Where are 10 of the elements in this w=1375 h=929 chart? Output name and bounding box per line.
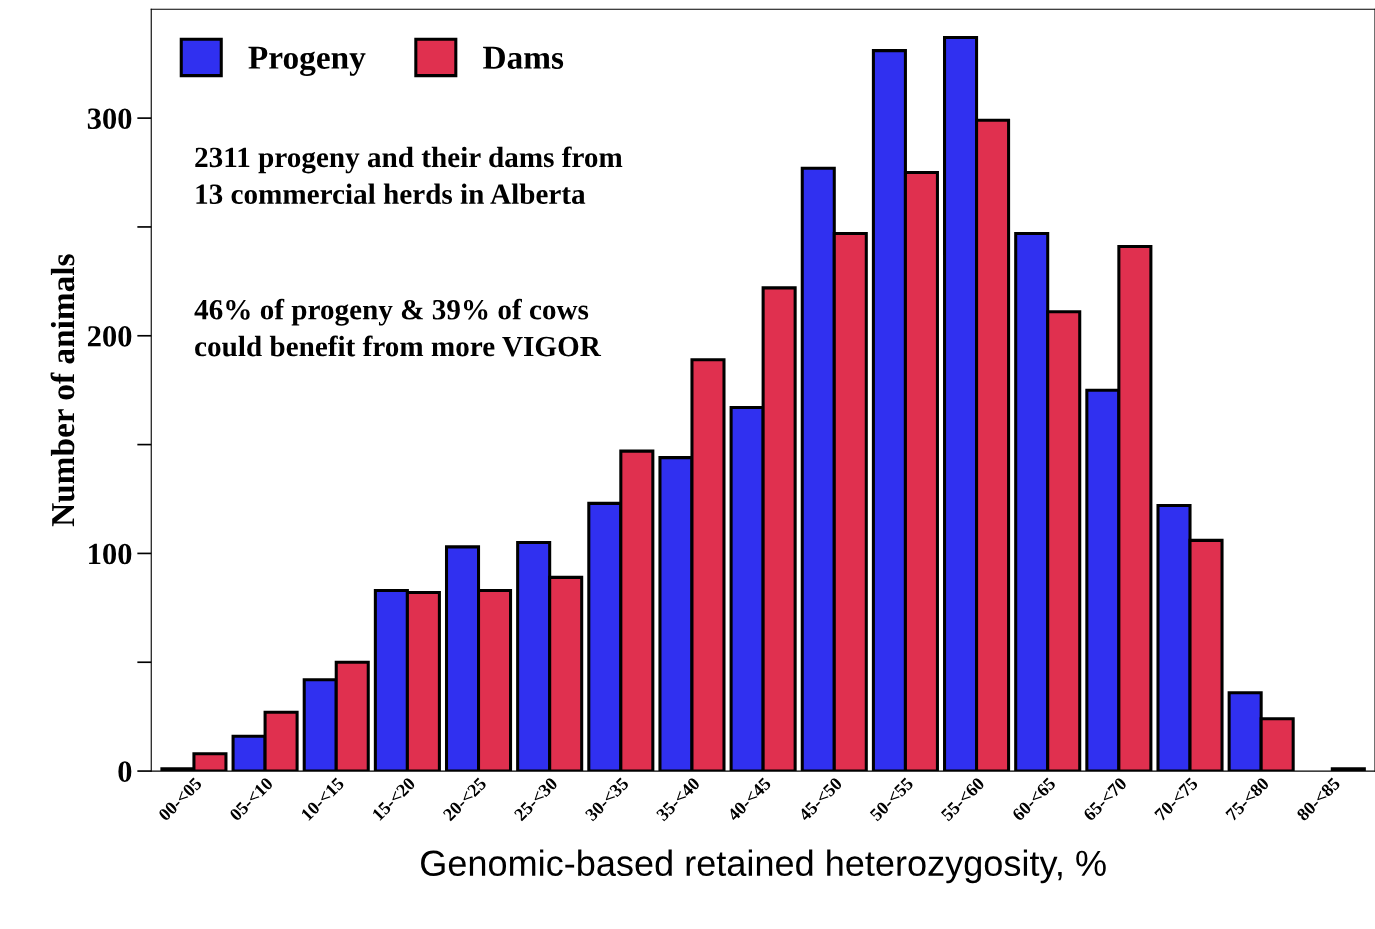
y-tick-label: 200 — [87, 326, 132, 347]
legend-label: Progeny — [248, 46, 366, 76]
y-tick-label: 0 — [118, 761, 132, 782]
annotation: 46% of progeny & 39% of cows could benefit from more VIGOR — [194, 298, 602, 357]
y-axis-title: Number of animals — [50, 254, 75, 527]
x-axis-title: Genomic-based retained heterozygosity, % — [421, 849, 1106, 884]
y-tick-label: 100 — [89, 543, 132, 565]
annotation: 2311 progeny and their dams from 13 commercial herds in Alberta — [195, 146, 623, 205]
legend-label: Dams — [483, 46, 564, 69]
y-tick-label: 300 — [87, 108, 132, 130]
